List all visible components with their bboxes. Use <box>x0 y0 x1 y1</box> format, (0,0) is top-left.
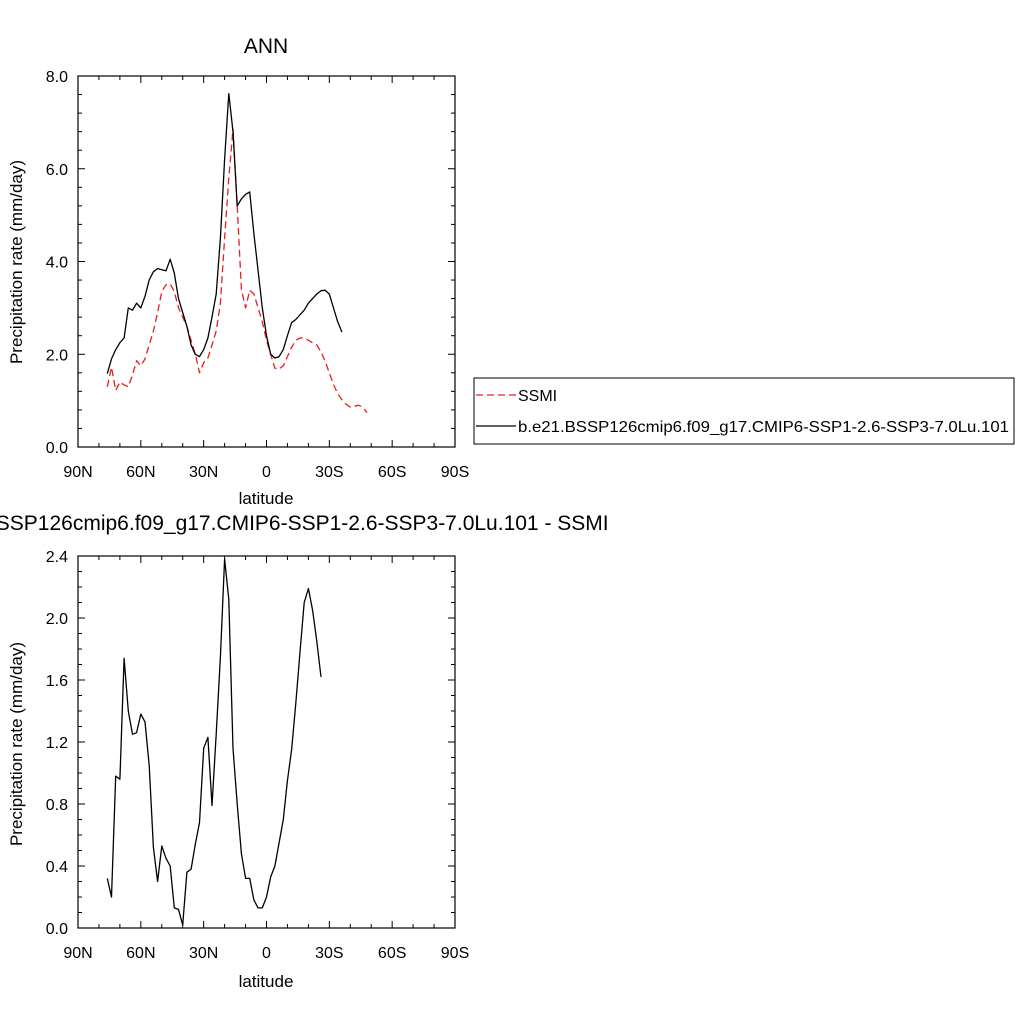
x-tick-label: 30S <box>315 464 343 481</box>
legend-label-model: b.e21.BSSP126cmip6.f09_g17.CMIP6-SSP1-2.… <box>518 419 1009 436</box>
plot-frame: 90N 60N 30N 0 30S 60S 90S 0.0 0.4 0.8 1.2 1.6 2.0 2.4 <box>46 549 469 962</box>
series-layer <box>106 558 322 926</box>
x-axis-label: latitude <box>239 972 294 991</box>
x-tick-label: 90N <box>63 945 92 962</box>
y-tick-label: 1.2 <box>46 735 68 752</box>
y-tick-label: 0.8 <box>46 797 68 814</box>
y-tick-label: 2.0 <box>46 611 68 628</box>
y-tick-label: 6.0 <box>46 162 68 179</box>
x-tick-label: 30N <box>189 464 218 481</box>
series-line <box>106 558 322 926</box>
y-tick-label: 1.6 <box>46 673 68 690</box>
legend-label-ssmi: SSMI <box>518 388 557 405</box>
panel-difference: b.e21.BSSP126cmip6.f09_g17.CMIP6-SSP1-2.… <box>0 512 609 991</box>
y-tick-label: 0.0 <box>46 440 68 457</box>
chart-title: ANN <box>244 35 288 58</box>
chart-title: b.e21.BSSP126cmip6.f09_g17.CMIP6-SSP1-2.… <box>0 512 609 535</box>
y-tick-label: 2.4 <box>46 549 68 566</box>
x-tick-label: 60S <box>378 464 406 481</box>
series-line-ssmi <box>106 128 368 414</box>
x-tick-label: 0 <box>262 945 271 962</box>
panel-annual-precip: ANN 90N 60N 30N 0 30S 60S 90S 0.0 2.0 4.0 6.0 8.0 l… <box>7 35 469 508</box>
x-tick-label: 90N <box>63 464 92 481</box>
x-tick-label: 60N <box>126 945 155 962</box>
x-tick-label: 90S <box>441 464 469 481</box>
plot-border <box>77 75 456 448</box>
y-tick-label: 0.4 <box>46 859 68 876</box>
y-axis-label: Precipitation rate (mm/day) <box>7 642 26 846</box>
series-layer <box>106 92 368 414</box>
x-tick-label: 30S <box>315 945 343 962</box>
plot-border <box>77 555 456 929</box>
plot-frame: 90N 60N 30N 0 30S 60S 90S 0.0 2.0 4.0 6.0 8.0 <box>46 69 469 481</box>
x-tick-label: 60S <box>378 945 406 962</box>
x-tick-label: 60N <box>126 464 155 481</box>
y-tick-label: 8.0 <box>46 69 68 86</box>
x-tick-label: 90S <box>441 945 469 962</box>
y-axis-label: Precipitation rate (mm/day) <box>7 160 26 364</box>
legend: SSMI b.e21.BSSP126cmip6.f09_g17.CMIP6-SS… <box>473 377 1015 445</box>
x-tick-label: 30N <box>189 945 218 962</box>
legend-box <box>473 377 1015 445</box>
y-tick-label: 4.0 <box>46 255 68 272</box>
x-axis-label: latitude <box>239 489 294 508</box>
series-line <box>106 92 343 374</box>
x-tick-label: 0 <box>262 464 271 481</box>
y-tick-label: 2.0 <box>46 347 68 364</box>
y-tick-label: 0.0 <box>46 921 68 938</box>
